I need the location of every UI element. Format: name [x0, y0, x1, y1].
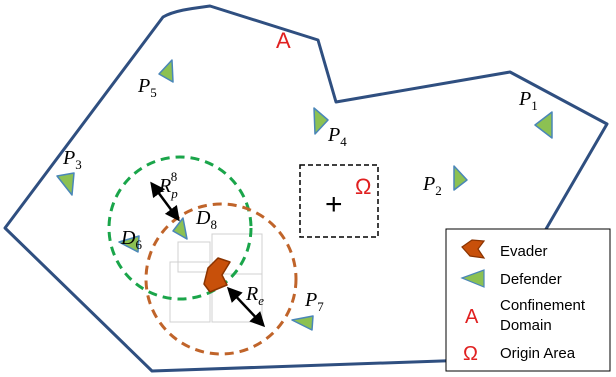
legend-origin-label: Origin Area	[500, 345, 576, 362]
label-rp: Rp8	[158, 169, 178, 201]
legend-evader-icon	[461, 239, 486, 259]
label-p2: P2	[422, 173, 442, 198]
defender-triangle-p7	[291, 315, 314, 331]
defender-triangle-d6	[118, 235, 140, 253]
label-p3: P3	[62, 147, 82, 172]
defender-triangle-p3	[56, 172, 75, 196]
legend-domain-symbol: A	[465, 306, 479, 328]
legend-defender-label: Defender	[500, 271, 562, 288]
origin-area-box	[299, 164, 379, 238]
evader-shape	[203, 257, 231, 293]
label-p1: P1	[518, 88, 538, 113]
label-p4: P4	[327, 124, 347, 149]
defender-triangle-p5	[158, 59, 174, 83]
domain-label: A	[276, 28, 291, 53]
legend: Evader Defender A Confinement Domain Ω O…	[445, 228, 611, 372]
origin-marker: +	[325, 188, 343, 221]
defenders	[56, 59, 553, 331]
defender-triangle-p1	[534, 111, 553, 139]
label-p5: P5	[137, 75, 157, 100]
evader-radius-circle	[144, 202, 298, 356]
origin-label: Ω	[355, 174, 371, 199]
legend-evader-label: Evader	[500, 243, 548, 260]
defender-triangle-p2	[453, 165, 468, 191]
legend-domain-label-line1: Confinement	[500, 297, 586, 314]
legend-domain-label-line2: Domain	[500, 317, 552, 334]
label-p7: P7	[304, 289, 324, 314]
defender-triangle-d8	[172, 217, 188, 240]
evader-radius-arrow	[226, 286, 266, 328]
legend-defender-icon	[460, 269, 485, 288]
label-d6: D6	[120, 227, 142, 252]
defender-triangle-p4	[313, 107, 329, 135]
legend-origin-symbol: Ω	[463, 343, 478, 365]
label-d8: D8	[195, 207, 217, 232]
defender-radius-arrow	[150, 181, 180, 222]
label-re: Re	[245, 283, 264, 308]
defender-capture-circle	[107, 155, 253, 301]
